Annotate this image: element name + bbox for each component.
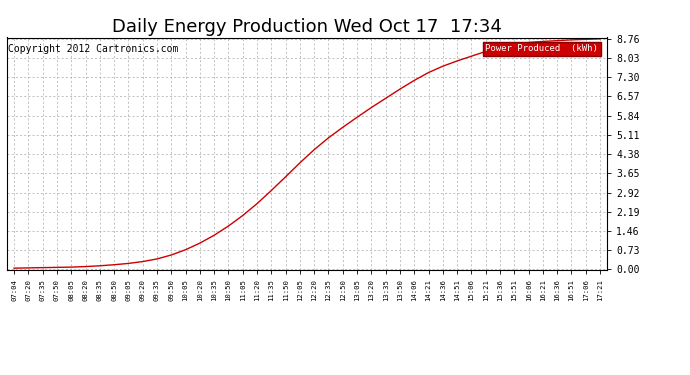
Text: Power Produced  (kWh): Power Produced (kWh) — [485, 45, 598, 54]
Title: Daily Energy Production Wed Oct 17  17:34: Daily Energy Production Wed Oct 17 17:34 — [112, 18, 502, 36]
Text: Copyright 2012 Cartronics.com: Copyright 2012 Cartronics.com — [8, 45, 179, 54]
